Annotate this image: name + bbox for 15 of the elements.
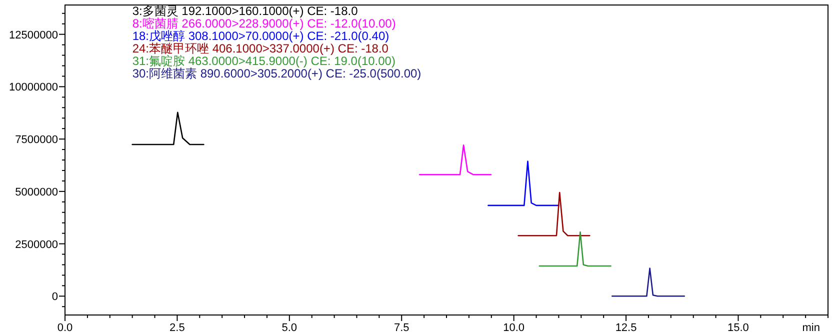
- x-tick-label: 0.0: [57, 322, 73, 334]
- y-tick-label: 12500000: [9, 29, 58, 42]
- y-tick-label: 5000000: [15, 186, 58, 198]
- y-tick-label: 2500000: [15, 238, 58, 251]
- x-tick-label: 7.5: [394, 322, 410, 334]
- x-tick-label: 10.0: [503, 322, 525, 334]
- x-axis-title: min: [802, 322, 820, 334]
- y-tick-label: 10000000: [9, 82, 58, 94]
- legend: 3:多菌灵 192.1000>160.1000(+) CE: -18.0 8:嘧菌腈 266.0000>228.9000(+) CE: -12.0(10.00) 18:戊唑醇 308.1000>70.0000(+) CE: -21.0(0.40) 24:苯醚甲环唑 406.1000>337.0000(+) CE: -18.0 31:氟啶胺 463.0000>415.9000(-) CE: 19.0(10.00) 30:阿维菌素 890.6000>305.2000(+) CE: -25.0(500.00): [132, 4, 422, 80]
- x-tick-label: 12.5: [615, 322, 637, 334]
- x-tick-label: 15.0: [728, 322, 749, 334]
- y-tick-label: 0: [52, 291, 58, 304]
- x-tick-label: 5.0: [282, 322, 298, 334]
- x-tick-label: 2.5: [170, 322, 185, 334]
- y-tick-label: 7500000: [15, 134, 58, 146]
